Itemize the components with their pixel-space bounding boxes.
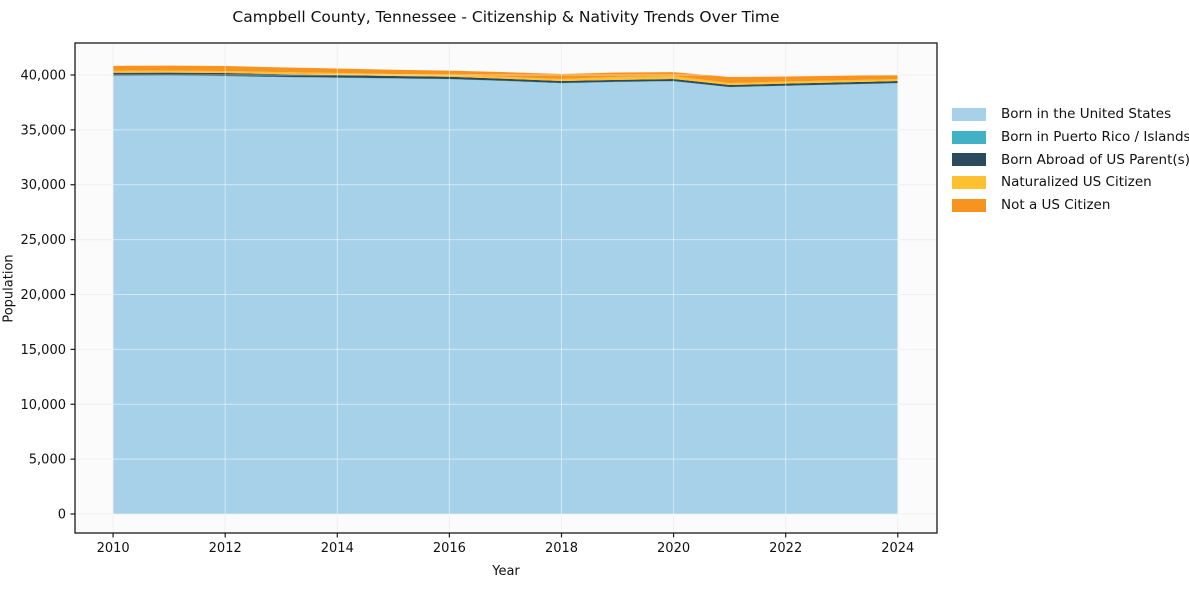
area-layer-not-a-us-citizen xyxy=(113,65,898,84)
legend-item-not-citizen: Not a US Citizen xyxy=(952,194,1189,217)
area-layer-born-abroad-of-us-parent-s- xyxy=(113,72,898,87)
y-tick-label: 40,000 xyxy=(21,68,67,83)
legend-label-not-citizen: Not a US Citizen xyxy=(1001,197,1111,214)
legend: Born in the United States Born in Puerto… xyxy=(952,103,1189,216)
x-tick-label: 2024 xyxy=(881,541,914,556)
y-tick-label: 5,000 xyxy=(29,453,66,468)
x-tick-label: 2020 xyxy=(657,541,690,556)
legend-swatch-born-abroad xyxy=(952,153,986,167)
axes-frame xyxy=(74,42,938,534)
y-tick-label: 10,000 xyxy=(21,398,67,413)
legend-item-puerto-rico: Born in Puerto Rico / Islands xyxy=(952,126,1189,149)
legend-item-naturalized: Naturalized US Citizen xyxy=(952,171,1189,194)
legend-label-born-abroad: Born Abroad of US Parent(s) xyxy=(1001,151,1189,168)
x-tick-label: 2016 xyxy=(433,541,466,556)
x-tick-label: 2022 xyxy=(769,541,802,556)
x-tick-label: 2014 xyxy=(321,541,354,556)
legend-item-born-abroad: Born Abroad of US Parent(s) xyxy=(952,148,1189,171)
chart-title: Campbell County, Tennessee - Citizenship… xyxy=(232,8,780,26)
x-tick-label: 2018 xyxy=(545,541,578,556)
y-tick-label: 30,000 xyxy=(21,178,67,193)
x-tick-label: 2012 xyxy=(209,541,242,556)
legend-label-puerto-rico: Born in Puerto Rico / Islands xyxy=(1001,129,1189,146)
legend-label-born-us: Born in the United States xyxy=(1001,106,1172,123)
legend-swatch-naturalized xyxy=(952,175,986,189)
legend-swatch-not-citizen xyxy=(952,198,986,212)
y-axis-label: Population xyxy=(1,254,17,323)
legend-item-born-us: Born in the United States xyxy=(952,103,1189,126)
legend-swatch-puerto-rico xyxy=(952,130,986,144)
y-tick-label: 0 xyxy=(58,508,66,523)
area-layer-naturalized-us-citizen xyxy=(113,70,898,85)
y-tick-label: 25,000 xyxy=(21,233,67,248)
y-tick-label: 15,000 xyxy=(21,343,67,358)
y-tick-label: 35,000 xyxy=(21,123,67,138)
legend-label-naturalized: Naturalized US Citizen xyxy=(1001,174,1152,191)
legend-swatch-born-us xyxy=(952,107,986,121)
y-tick-label: 20,000 xyxy=(21,288,67,303)
x-axis-label: Year xyxy=(492,564,520,579)
x-tick-label: 2010 xyxy=(97,541,130,556)
